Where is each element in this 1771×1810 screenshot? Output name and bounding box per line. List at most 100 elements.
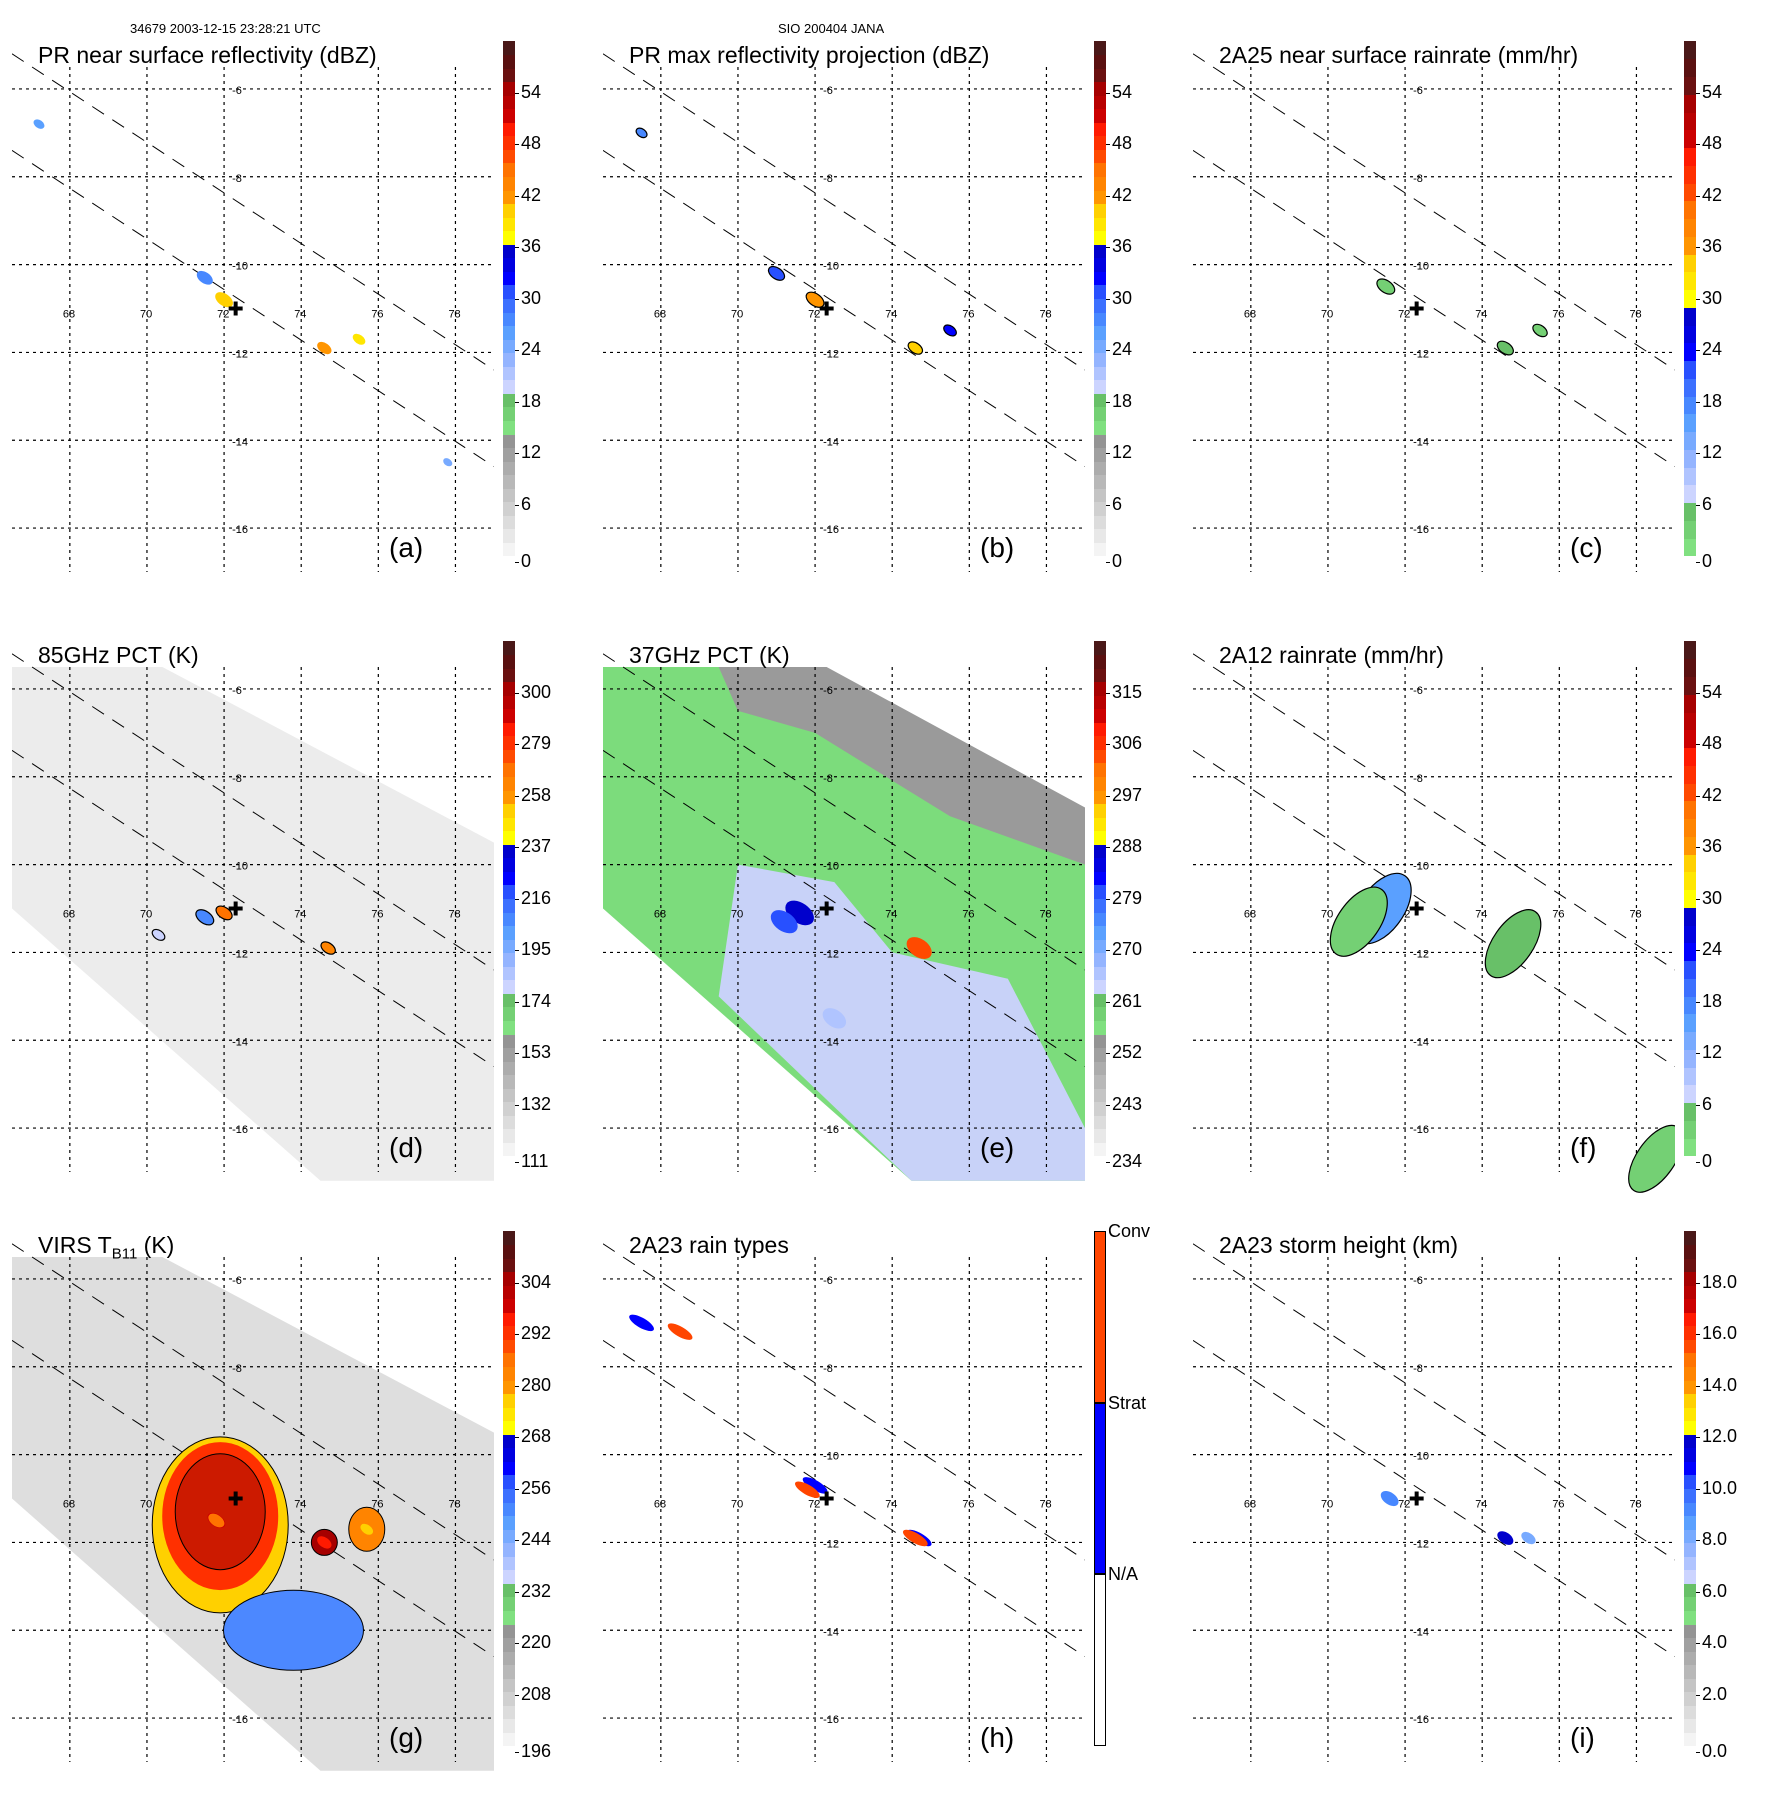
colorbar-tick — [515, 1643, 519, 1644]
colorbar-tick — [515, 1385, 519, 1387]
colorbar-segment — [1684, 676, 1696, 695]
panel-title-text: VIRS T — [38, 1232, 112, 1258]
colorbar-segment — [1684, 641, 1696, 660]
colorbar-tick-label: 2.0 — [1702, 1683, 1728, 1704]
colorbar-segment — [1094, 830, 1106, 845]
colorbar-tick-label: 300 — [521, 681, 552, 702]
colorbar-tick-label: 237 — [521, 836, 552, 856]
colorbar-tick-label: 174 — [521, 990, 552, 1011]
colorbar-tick — [1696, 847, 1700, 848]
colorbar-segment — [503, 749, 515, 764]
colorbar — [503, 1231, 515, 1747]
map-c: -6 -8 -10 -12 -14 -16 68 70 72 74 76 78 — [1193, 53, 1675, 572]
colorbar-segment — [503, 1420, 515, 1435]
colorbar-segment — [1094, 695, 1106, 710]
colorbar-segment — [1684, 1366, 1696, 1381]
pr-swath-edge — [1193, 53, 1675, 371]
colorbar-segment — [1094, 325, 1106, 340]
colorbar-segment — [1094, 925, 1106, 940]
colorbar-segment — [503, 722, 515, 737]
precip-feature — [767, 265, 786, 281]
colorbar-segment — [1684, 1013, 1696, 1033]
colorbar-tick — [1106, 247, 1110, 248]
colorbar-segment — [503, 1732, 515, 1747]
colorbar-segment — [503, 1664, 515, 1679]
colorbar-tick — [1696, 1001, 1700, 1003]
colorbar-tick-label: 234 — [1112, 1151, 1143, 1171]
colorbar-tick-label: 36 — [1112, 236, 1133, 256]
precip-feature — [1628, 1124, 1675, 1193]
colorbar-segment — [503, 54, 515, 69]
colorbar-segment — [1094, 230, 1106, 245]
colorbar-segment — [503, 1285, 515, 1300]
colorbar-segment — [1684, 58, 1696, 77]
lat-tick-label: -10 — [1413, 261, 1429, 273]
colorbar-segment — [1094, 1115, 1106, 1130]
colorbar — [1094, 1231, 1106, 1746]
pr-swath-edge — [603, 653, 1085, 971]
rain-type-pixels — [629, 1314, 654, 1332]
lon-tick-label: 76 — [1552, 1498, 1564, 1510]
colorbar-segment — [1684, 978, 1696, 997]
lat-tick-label: -12 — [1413, 1538, 1429, 1550]
lat-tick-label: -10 — [1413, 1451, 1429, 1463]
colorbar-segment — [1094, 952, 1106, 967]
lon-tick-label: 68 — [1244, 1498, 1256, 1510]
lon-tick-label: 78 — [1039, 1498, 1051, 1510]
colorbar-segment — [503, 1556, 515, 1571]
colorbar-segment — [1684, 694, 1696, 713]
colorbar-segment — [503, 1339, 515, 1354]
colorbar-segment — [1094, 162, 1106, 178]
colorbar-segment — [1094, 912, 1106, 927]
colorbar-tick-label: 18 — [1702, 990, 1723, 1011]
colorbar-segment — [1094, 434, 1106, 449]
colorbar-tick-label: 18 — [1702, 390, 1723, 411]
colorbar-segment — [503, 393, 515, 408]
lon-tick-label: 70 — [140, 908, 152, 920]
lon-tick-label: 70 — [1321, 308, 1333, 320]
colorbar-tick — [1106, 92, 1110, 94]
colorbar-tick — [1696, 92, 1700, 94]
colorbar-segment — [1094, 542, 1106, 557]
colorbar-segment — [1094, 1074, 1106, 1089]
colorbar-tick-label: 12 — [1112, 442, 1133, 462]
colorbar-segment — [1684, 431, 1696, 450]
colorbar-tick — [1696, 453, 1700, 454]
colorbar-tick-label: 0 — [1112, 551, 1123, 571]
colorbar-tick-label: 6 — [1702, 493, 1713, 514]
lat-tick-label: -10 — [823, 1451, 839, 1463]
colorbar-segment — [1094, 515, 1106, 530]
colorbar-segment — [1684, 1515, 1696, 1530]
colorbar-segment — [1094, 339, 1106, 354]
storm-center-icon — [819, 901, 834, 916]
colorbar-segment — [1684, 1084, 1696, 1104]
colorbar-segment — [1094, 393, 1106, 408]
colorbar-tick — [515, 898, 519, 900]
colorbar-tick — [1696, 1334, 1700, 1335]
storm-center-icon — [819, 301, 834, 316]
lon-tick-label: 74 — [294, 308, 306, 320]
pr-swath-edge — [12, 1243, 494, 1561]
lat-tick-label: -6 — [1413, 1275, 1423, 1287]
lon-tick-label: 78 — [1039, 908, 1051, 920]
colorbar-segment — [1684, 1556, 1696, 1571]
colorbar-tick-label: 36 — [1702, 836, 1723, 856]
colorbar-tick — [1696, 504, 1700, 506]
colorbar-segment — [503, 1020, 515, 1035]
lon-tick-label: 72 — [1398, 308, 1410, 320]
lat-tick-label: -16 — [1413, 1714, 1429, 1726]
colorbar-segment — [503, 1569, 515, 1584]
precip-feature — [1329, 886, 1388, 957]
colorbar-tick-label: 6 — [521, 493, 532, 514]
colorbar-segment — [1684, 1691, 1696, 1706]
colorbar-segment — [503, 1074, 515, 1089]
colorbar-tick — [1106, 847, 1110, 848]
lon-tick-label: 74 — [1475, 308, 1487, 320]
colorbar-tick — [1696, 562, 1700, 563]
colorbar-segment — [1684, 729, 1696, 749]
colorbar-segment — [1684, 1258, 1696, 1273]
colorbar-tick-label: 243 — [1112, 1093, 1143, 1114]
lon-tick-label: 68 — [63, 1498, 75, 1510]
lon-tick-label: 76 — [1552, 908, 1564, 920]
